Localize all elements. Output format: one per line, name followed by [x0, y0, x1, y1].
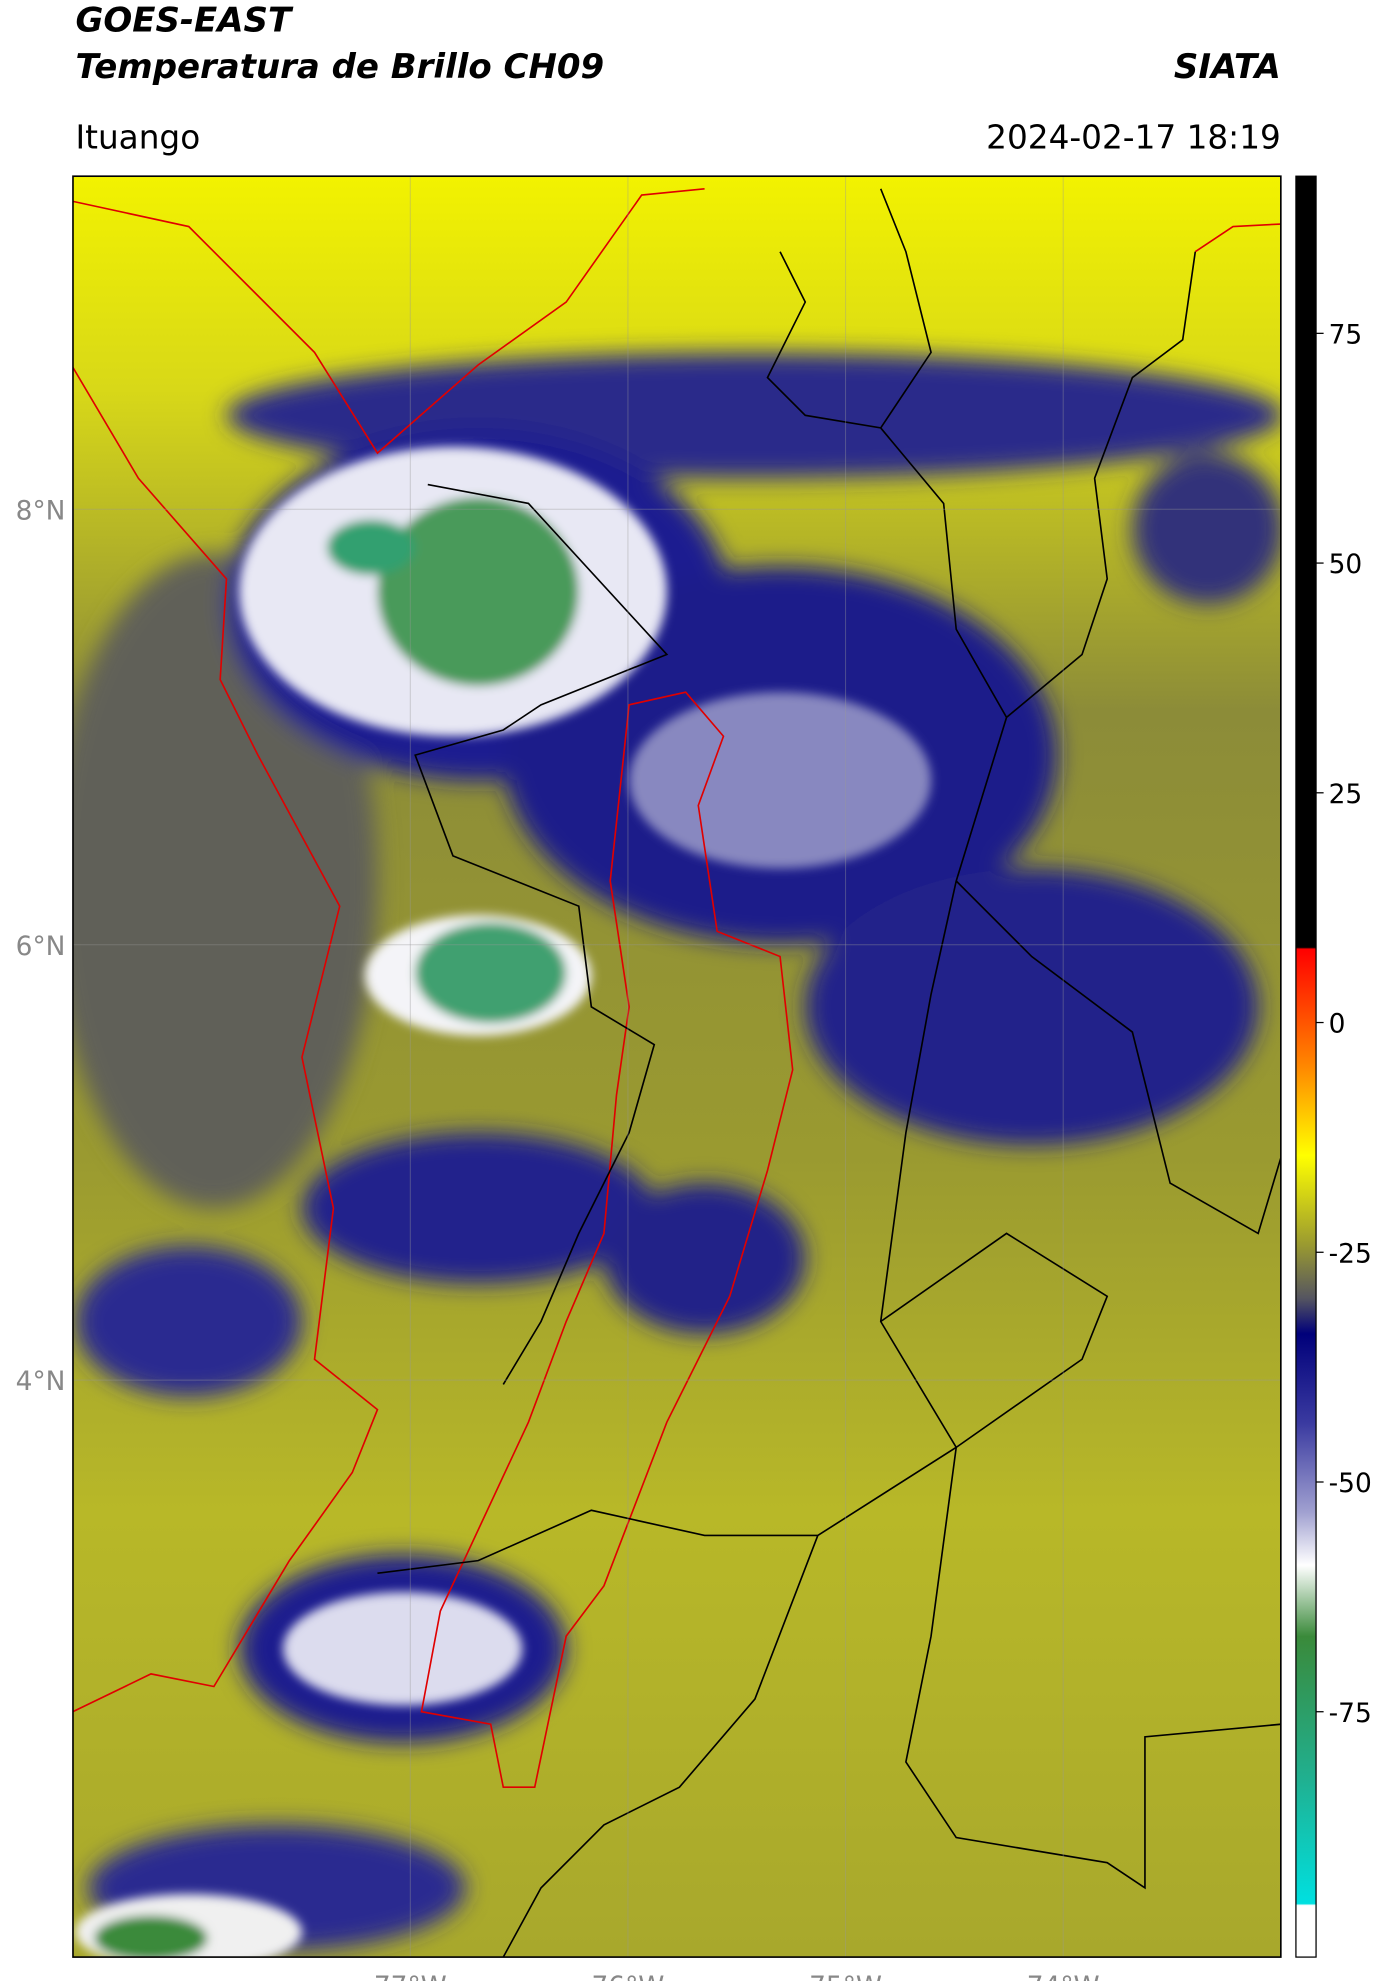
- colorbar-label: 50: [1329, 549, 1363, 580]
- lat-label: 4°N: [16, 1366, 66, 1397]
- colorbar-label: 25: [1329, 779, 1363, 810]
- colorbar-label: 75: [1329, 319, 1363, 350]
- lat-label: 8°N: [16, 495, 66, 526]
- lon-label: 74°W: [1027, 1971, 1100, 1981]
- graticule: [72, 176, 1281, 1958]
- product: Temperatura de Brillo CH09: [75, 47, 604, 87]
- colorbar-label: -25: [1329, 1238, 1372, 1269]
- colorbar-label: 0: [1329, 1009, 1346, 1040]
- lon-label: 75°W: [809, 1971, 882, 1981]
- lat-label: 6°N: [16, 931, 66, 962]
- colorbar-label: -75: [1329, 1698, 1372, 1729]
- lon-label: 77°W: [374, 1971, 447, 1981]
- satellite-image: [72, 176, 1281, 1958]
- lon-label: 76°W: [591, 1971, 664, 1981]
- agency: SIATA: [1174, 47, 1281, 87]
- satellite: GOES-EAST: [75, 0, 293, 40]
- datetime: 2024-02-17 18:19: [986, 119, 1281, 157]
- map-frame: [72, 175, 1282, 1958]
- colorbar: [1295, 175, 1317, 1958]
- colorbar-label: -50: [1329, 1468, 1372, 1499]
- location: Ituango: [75, 119, 200, 157]
